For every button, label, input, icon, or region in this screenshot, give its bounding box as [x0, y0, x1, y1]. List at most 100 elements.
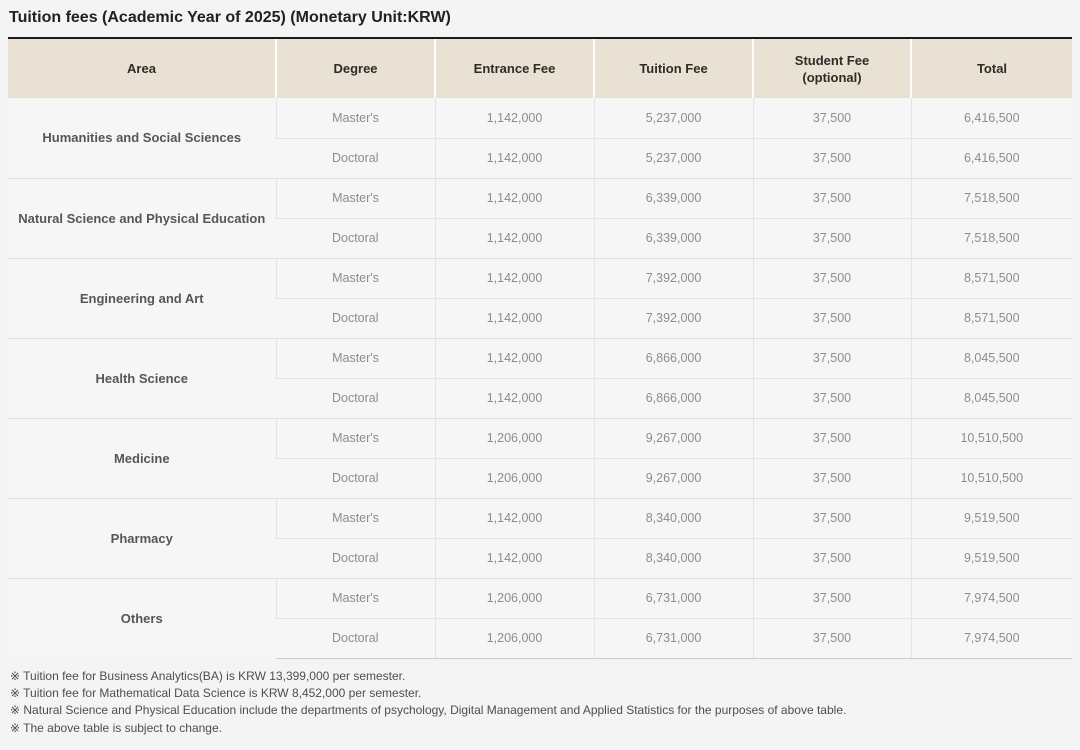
page-title: Tuition fees (Academic Year of 2025) (Mo… [9, 9, 451, 26]
area-cell: Natural Science and Physical Education [8, 177, 276, 258]
entrance-fee-cell: 1,142,000 [434, 297, 594, 338]
tuition-fees-table: Area Degree Entrance Fee Tuition Fee Student… [8, 37, 1072, 659]
student-fee-cell: 37,500 [752, 257, 911, 298]
table-body: Humanities and Social Sciences Master's 1,… [8, 98, 1072, 659]
area-cell: Health Science [8, 337, 276, 418]
total-cell: 7,974,500 [910, 577, 1072, 618]
tuition-fee-cell: 5,237,000 [593, 137, 753, 178]
degree-cell: Doctoral [276, 217, 435, 258]
column-header-total: Total [910, 37, 1072, 98]
tuition-fee-cell: 6,339,000 [593, 177, 753, 218]
entrance-fee-cell: 1,142,000 [434, 177, 594, 218]
entrance-fee-cell: 1,206,000 [434, 417, 594, 458]
table-row: Doctoral 1,142,000 6,339,000 37,500 7,518,50… [8, 217, 1072, 258]
entrance-fee-cell: 1,142,000 [434, 217, 594, 258]
area-cell: Humanities and Social Sciences [8, 98, 276, 178]
tuition-fee-cell: 6,731,000 [593, 577, 753, 618]
tuition-fee-cell: 8,340,000 [593, 497, 753, 538]
student-fee-cell: 37,500 [752, 577, 911, 618]
tuition-fee-cell: 9,267,000 [593, 417, 753, 458]
table-row: Doctoral 1,142,000 5,237,000 37,500 6,416,50… [8, 137, 1072, 178]
entrance-fee-cell: 1,142,000 [434, 337, 594, 378]
footnotes-list: ※ Tuition fee for Business Analytics(BA)… [10, 668, 1072, 738]
table-row: Engineering and Art Master's 1,142,000 7,39… [8, 257, 1072, 338]
student-fee-cell: 37,500 [752, 137, 911, 178]
degree-cell: Doctoral [276, 617, 435, 659]
total-cell: 6,416,500 [910, 137, 1072, 178]
total-cell: 6,416,500 [910, 98, 1072, 138]
total-cell: 8,045,500 [910, 337, 1072, 378]
area-cell: Others [8, 577, 276, 658]
table-row: Doctoral 1,206,000 9,267,000 37,500 10,510,5… [8, 457, 1072, 498]
degree-cell: Master's [275, 497, 435, 538]
entrance-fee-cell: 1,142,000 [434, 257, 594, 298]
entrance-fee-cell: 1,142,000 [434, 377, 594, 418]
degree-cell: Doctoral [276, 537, 435, 578]
footnote: ※ Tuition fee for Business Analytics(BA)… [10, 668, 406, 683]
entrance-fee-cell: 1,206,000 [434, 617, 594, 659]
degree-cell: Master's [275, 257, 435, 298]
table-row: Doctoral 1,142,000 6,866,000 37,500 8,045,50… [8, 377, 1072, 418]
tuition-fee-cell: 7,392,000 [593, 257, 753, 298]
tuition-fee-cell: 8,340,000 [593, 537, 753, 578]
student-fee-cell: 37,500 [752, 377, 911, 418]
tuition-fee-cell: 6,866,000 [593, 377, 753, 418]
table-row: Doctoral 1,206,000 6,731,000 37,500 7,974,50… [8, 617, 1072, 659]
footnote: ※ The above table is subject to change. [10, 720, 222, 735]
table-header-row: Area Degree Entrance Fee Tuition Fee Student… [8, 37, 1072, 98]
table-row: Medicine Master's 1,206,000 9,267,000 37,500… [8, 417, 1072, 498]
area-cell: Engineering and Art [8, 257, 276, 338]
entrance-fee-cell: 1,206,000 [434, 577, 594, 618]
column-header-degree: Degree [275, 37, 435, 98]
degree-cell: Doctoral [276, 377, 435, 418]
column-header-entrance-fee: Entrance Fee [434, 37, 594, 98]
table-row: Doctoral 1,142,000 8,340,000 37,500 9,519,50… [8, 537, 1072, 578]
total-cell: 7,518,500 [910, 217, 1072, 258]
area-cell: Medicine [8, 417, 276, 498]
degree-cell: Doctoral [276, 457, 435, 498]
student-fee-cell: 37,500 [752, 297, 911, 338]
tuition-fee-cell: 9,267,000 [593, 457, 753, 498]
entrance-fee-cell: 1,142,000 [434, 98, 594, 138]
student-fee-cell: 37,500 [752, 417, 911, 458]
total-cell: 10,510,500 [910, 417, 1072, 458]
footnote: ※ Tuition fee for Mathematical Data Scie… [10, 685, 422, 700]
footnote: ※ Natural Science and Physical Education… [10, 703, 847, 718]
student-fee-cell: 37,500 [752, 177, 911, 218]
tuition-fee-cell: 6,339,000 [593, 217, 753, 258]
student-fee-cell: 37,500 [752, 337, 911, 378]
column-header-tuition-fee: Tuition Fee [593, 37, 753, 98]
entrance-fee-cell: 1,142,000 [434, 137, 594, 178]
table-row: Humanities and Social Sciences Master's 1,… [8, 98, 1072, 178]
degree-cell: Master's [275, 417, 435, 458]
tuition-fee-cell: 6,866,000 [593, 337, 753, 378]
table-header: Area Degree Entrance Fee Tuition Fee Student… [8, 37, 1072, 98]
student-fee-cell: 37,500 [752, 497, 911, 538]
degree-cell: Master's [275, 177, 435, 218]
entrance-fee-cell: 1,206,000 [434, 457, 594, 498]
degree-cell: Doctoral [276, 137, 435, 178]
total-cell: 9,519,500 [910, 497, 1072, 538]
degree-cell: Master's [275, 337, 435, 378]
student-fee-cell: 37,500 [752, 617, 911, 659]
column-header-student-fee: Student Fee (optional) [752, 37, 911, 98]
entrance-fee-cell: 1,142,000 [434, 537, 594, 578]
student-fee-cell: 37,500 [752, 537, 911, 578]
tuition-fee-cell: 5,237,000 [593, 98, 753, 138]
total-cell: 8,571,500 [910, 297, 1072, 338]
tuition-fee-cell: 7,392,000 [593, 297, 753, 338]
total-cell: 8,571,500 [910, 257, 1072, 298]
column-header-area: Area [8, 37, 276, 98]
total-cell: 9,519,500 [910, 537, 1072, 578]
table-row: Others Master's 1,206,000 6,731,000 37,500 7,… [8, 577, 1072, 658]
table-row: Pharmacy Master's 1,142,000 8,340,000 37,500… [8, 497, 1072, 578]
entrance-fee-cell: 1,142,000 [434, 497, 594, 538]
table-row: Health Science Master's 1,142,000 6,866,000… [8, 337, 1072, 418]
total-cell: 7,974,500 [910, 617, 1072, 659]
table-row: Natural Science and Physical Education Ma… [8, 177, 1072, 258]
area-cell: Pharmacy [8, 497, 276, 578]
degree-cell: Master's [275, 577, 435, 618]
student-fee-cell: 37,500 [752, 217, 911, 258]
total-cell: 8,045,500 [910, 377, 1072, 418]
